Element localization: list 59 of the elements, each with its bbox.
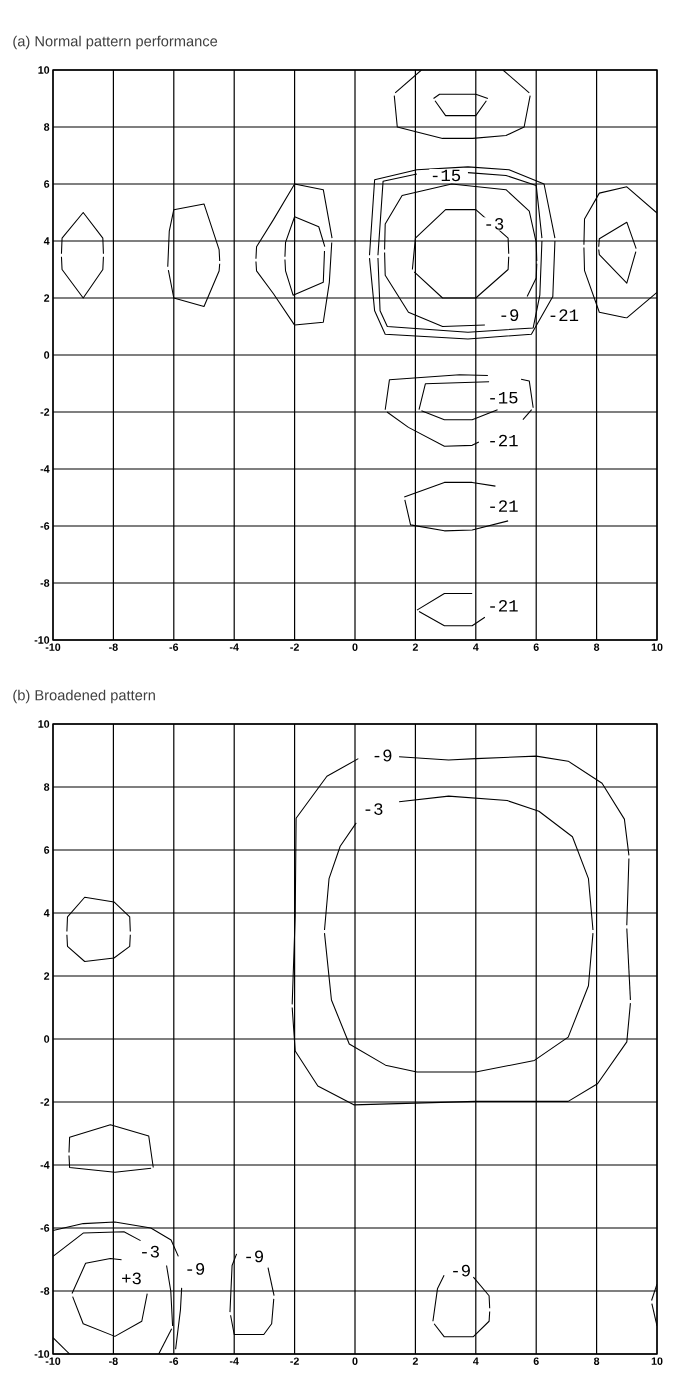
x-tick-label: -8 — [109, 643, 118, 651]
annotation: -9 — [453, 1264, 470, 1277]
annotation: -9 — [246, 1250, 264, 1263]
y-tick-label: 4 — [43, 909, 50, 917]
x-tick-label: 4 — [473, 643, 479, 651]
annotation: -3 — [486, 218, 504, 230]
y-tick-label: 10 — [38, 720, 50, 728]
x-tick-label: 2 — [412, 1357, 418, 1365]
annotation: -3 — [142, 1245, 159, 1258]
y-tick-label: 8 — [44, 123, 50, 131]
y-tick-label: 2 — [44, 972, 50, 980]
x-tick-label: 6 — [533, 643, 539, 651]
y-tick-label: 10 — [38, 66, 50, 74]
x-tick-label: 8 — [593, 1357, 600, 1365]
annotation: -21 — [490, 500, 518, 512]
x-tick-label: 6 — [533, 1357, 539, 1365]
y-tick-label: 2 — [44, 294, 50, 302]
y-tick-label: -8 — [40, 579, 50, 587]
x-tick-label: -2 — [290, 643, 299, 651]
y-tick-label: 4 — [43, 237, 50, 245]
y-tick-label: -6 — [40, 522, 50, 530]
x-tick-label: -8 — [109, 1357, 118, 1365]
annotation: -15 — [432, 169, 461, 182]
y-tick-label: 0 — [44, 351, 50, 359]
y-tick-label: -10 — [34, 636, 50, 644]
x-tick-label: -6 — [169, 643, 179, 651]
annotation: -21 — [550, 309, 579, 321]
y-tick-label: 0 — [44, 1035, 50, 1043]
x-tick-label: 4 — [473, 1357, 479, 1365]
x-tick-label: 10 — [651, 643, 663, 651]
chart-title: (a) Normal pattern performance — [13, 35, 218, 50]
annotation: -9 — [187, 1263, 205, 1275]
x-tick-label: 0 — [352, 1357, 358, 1365]
annotation: -9 — [374, 749, 392, 762]
x-tick-label: -4 — [229, 643, 239, 651]
x-tick-label: -2 — [290, 1357, 299, 1365]
x-tick-label: -6 — [169, 1357, 179, 1365]
y-tick-label: 6 — [44, 846, 50, 854]
y-tick-label: 8 — [44, 783, 50, 791]
y-tick-label: -2 — [40, 1098, 50, 1106]
annotation: -15 — [490, 391, 518, 404]
y-tick-label: -6 — [40, 1224, 50, 1232]
y-tick-label: -4 — [40, 1161, 50, 1169]
y-tick-label: -4 — [40, 465, 50, 473]
x-tick-label: -4 — [229, 1357, 239, 1365]
y-tick-label: -2 — [40, 408, 50, 416]
x-tick-label: 0 — [352, 643, 358, 651]
x-tick-label: 10 — [651, 1357, 663, 1365]
x-tick-label: 8 — [593, 643, 600, 651]
y-tick-label: -10 — [34, 1350, 50, 1358]
x-tick-label: 2 — [412, 643, 418, 651]
annotation: -21 — [490, 434, 518, 447]
chart-title: (b) Broadened pattern — [13, 689, 155, 704]
annotation: -9 — [501, 309, 519, 321]
y-tick-label: -8 — [40, 1287, 50, 1295]
annotation: -21 — [490, 600, 518, 612]
annotation: -3 — [365, 803, 383, 815]
y-tick-label: 6 — [44, 180, 50, 188]
annotation: +3 — [122, 1272, 141, 1285]
